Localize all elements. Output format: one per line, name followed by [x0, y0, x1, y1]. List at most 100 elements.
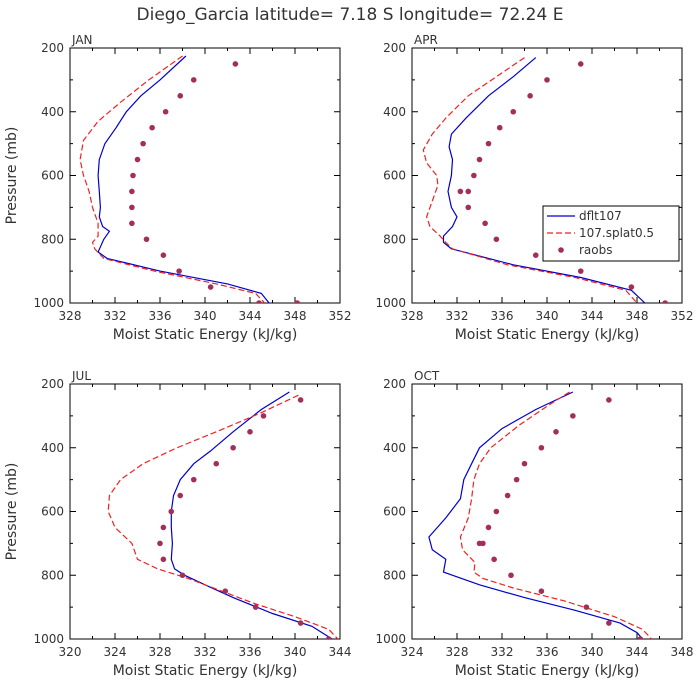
- x-tick-label: 328: [149, 645, 172, 659]
- raobs-point: [297, 397, 304, 403]
- raobs-point: [476, 156, 483, 163]
- raobs-point: [130, 172, 136, 179]
- x-tick-label: 352: [329, 309, 352, 323]
- raobs-point: [190, 77, 197, 83]
- raobs-point: [457, 188, 464, 195]
- raobs-point: [577, 268, 584, 274]
- raobs-point: [160, 524, 167, 531]
- series-line-dflt107: [428, 391, 644, 639]
- raobs-point: [493, 236, 500, 243]
- raobs-point: [232, 61, 239, 67]
- x-tick-label: 328: [401, 309, 424, 323]
- raobs-point: [521, 460, 528, 467]
- y-tick-label: 400: [41, 105, 64, 119]
- raobs-point: [134, 156, 141, 163]
- raobs-point: [513, 476, 520, 483]
- x-axis-label: Moist Static Energy (kJ/kg): [113, 663, 298, 679]
- raobs-point: [476, 540, 483, 547]
- x-tick-label: 324: [104, 645, 127, 659]
- legend: dflt107 107.splat0.5 raobs: [542, 205, 680, 262]
- series-line-dflt107: [442, 57, 646, 303]
- x-axis-label: Moist Static Energy (kJ/kg): [455, 327, 640, 343]
- raobs-point: [157, 540, 163, 547]
- x-tick-label: 340: [581, 645, 604, 659]
- raobs-point: [177, 492, 184, 499]
- panel-title: OCT: [414, 369, 440, 383]
- raobs-point: [628, 284, 635, 290]
- series-line-dflt107: [97, 55, 270, 303]
- y-tick-label: 800: [41, 568, 64, 582]
- y-tick-label: 1000: [375, 296, 406, 310]
- x-tick-label: 320: [59, 645, 82, 659]
- raobs-point: [485, 524, 492, 531]
- y-tick-label: 200: [383, 41, 406, 55]
- x-tick-label: 328: [59, 309, 82, 323]
- raobs-point: [532, 252, 539, 258]
- panel-title: APR: [414, 33, 438, 47]
- legend-label-raobs: raobs: [579, 243, 613, 257]
- raobs-point: [129, 204, 135, 211]
- x-tick-label: 348: [671, 645, 694, 659]
- x-tick-label: 340: [194, 309, 217, 323]
- raobs-point: [606, 397, 612, 403]
- y-axis-label: Pressure (mb): [4, 127, 20, 225]
- raobs-point: [577, 61, 584, 67]
- panel-title: JAN: [71, 33, 93, 47]
- y-tick-label: 600: [383, 169, 406, 183]
- y-tick-label: 200: [41, 377, 64, 391]
- raobs-point: [230, 444, 236, 451]
- raobs-point: [504, 492, 511, 499]
- raobs-point: [256, 300, 262, 303]
- series-line-splat: [107, 394, 339, 639]
- x-axis-label: Moist Static Energy (kJ/kg): [113, 327, 298, 343]
- raobs-point: [325, 636, 332, 639]
- raobs-point: [207, 284, 214, 290]
- raobs-point: [160, 556, 167, 563]
- raobs-point: [297, 620, 304, 626]
- x-tick-label: 344: [581, 309, 604, 323]
- raobs-point: [213, 460, 220, 467]
- data-layer: [107, 391, 339, 639]
- raobs-point: [129, 220, 135, 227]
- raobs-point: [538, 444, 545, 451]
- raobs-point: [176, 268, 182, 274]
- raobs-point: [465, 204, 472, 211]
- x-tick-label: 340: [284, 645, 307, 659]
- raobs-point: [149, 124, 155, 131]
- y-axis-label: Pressure (mb): [4, 463, 20, 561]
- y-tick-label: 400: [41, 441, 64, 455]
- raobs-point: [162, 108, 169, 115]
- x-tick-label: 336: [149, 309, 172, 323]
- y-tick-label: 200: [383, 377, 406, 391]
- x-tick-label: 332: [104, 309, 127, 323]
- panel-title: JUL: [71, 369, 91, 383]
- x-tick-label: 336: [239, 645, 262, 659]
- raobs-point: [570, 413, 576, 419]
- data-layer: [428, 391, 653, 639]
- x-tick-label: 332: [446, 309, 469, 323]
- raobs-point: [496, 124, 503, 131]
- series-line-dflt107: [170, 391, 333, 639]
- x-tick-label: 324: [401, 645, 424, 659]
- raobs-point: [143, 236, 150, 243]
- raobs-point: [553, 429, 559, 435]
- x-tick-label: 352: [671, 309, 694, 323]
- plot-frame: [411, 47, 683, 304]
- raobs-point: [527, 93, 533, 99]
- legend-swatch-raobs: [558, 247, 564, 253]
- panel-jul: 320 324 328 332 336 340 344 200 400 600 800 1000 JUL…: [4, 369, 351, 679]
- y-tick-label: 600: [41, 505, 64, 519]
- x-tick-label: 332: [491, 645, 514, 659]
- raobs-point: [583, 604, 590, 610]
- x-tick-label: 340: [536, 309, 559, 323]
- raobs-point: [491, 556, 497, 563]
- raobs-point: [140, 140, 146, 147]
- raobs-point: [465, 188, 472, 195]
- y-tick-label: 200: [41, 41, 64, 55]
- x-tick-label: 348: [284, 309, 307, 323]
- x-tick-label: 328: [446, 645, 469, 659]
- y-tick-label: 600: [383, 505, 406, 519]
- y-tick-label: 600: [41, 169, 64, 183]
- raobs-point: [190, 476, 197, 483]
